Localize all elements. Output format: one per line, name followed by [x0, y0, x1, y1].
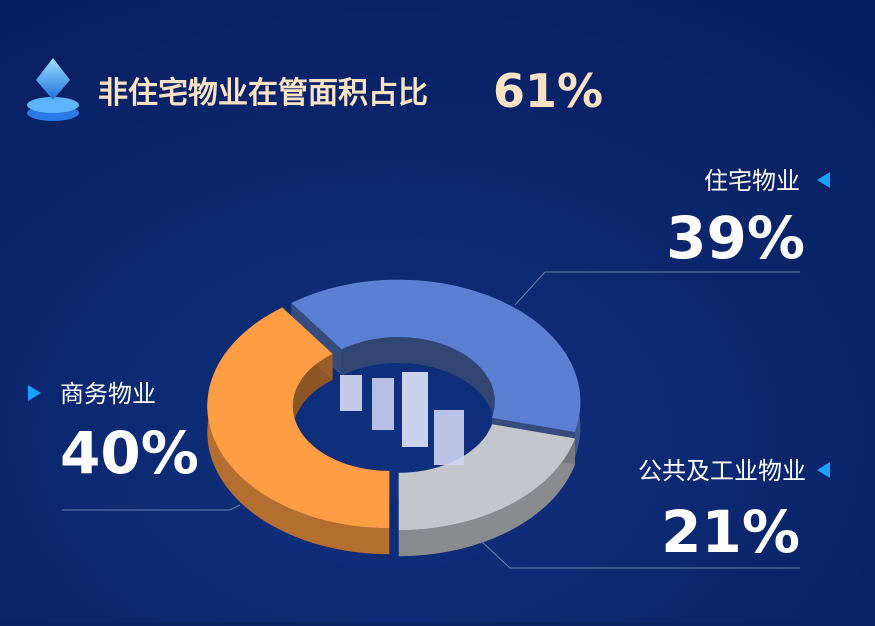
marker [817, 462, 830, 478]
slice [291, 279, 581, 432]
chart-title: 非住宅物业在管面积占比 [98, 76, 428, 111]
data-label: 40% [60, 419, 199, 487]
data-label: 21% [661, 498, 800, 566]
center-buildings [340, 372, 464, 465]
donut [207, 279, 581, 557]
slice [398, 424, 575, 531]
marker [817, 172, 830, 188]
legend-label: 住宅物业 [704, 167, 800, 195]
marker [28, 385, 41, 401]
data-label: 39% [666, 204, 805, 272]
legend-label: 公共及工业物业 [638, 457, 806, 485]
slice-side [207, 307, 390, 555]
legend-label: 商务物业 [60, 380, 156, 408]
title-icon [27, 58, 79, 121]
leader-lines [62, 271, 800, 569]
slice-inner-side [341, 337, 495, 444]
slice [207, 307, 390, 529]
chart-subtitle: 61% [493, 64, 603, 118]
slice-side [398, 438, 575, 557]
